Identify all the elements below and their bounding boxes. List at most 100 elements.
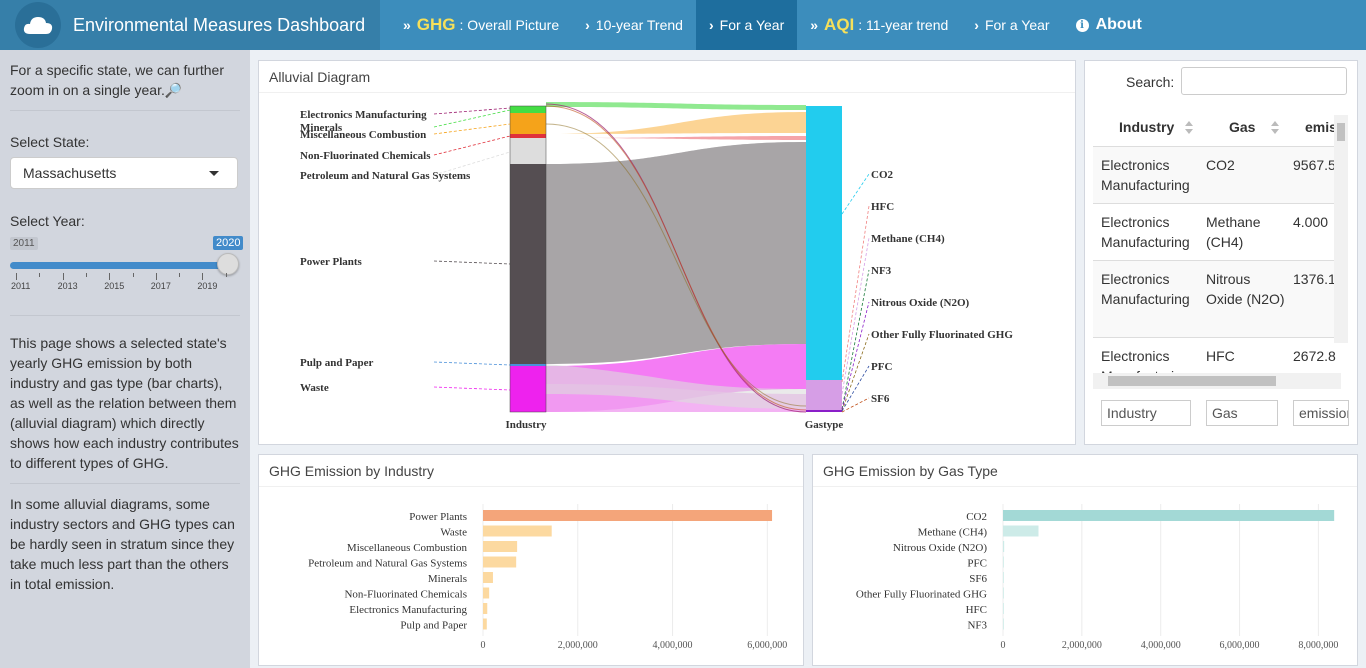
stratum-misc-combustion [510, 113, 546, 134]
leader-line [433, 361, 511, 366]
bar[interactable] [1003, 541, 1005, 552]
leader-line [433, 123, 511, 135]
y-tick-label: Waste [440, 527, 467, 539]
bar[interactable] [483, 618, 487, 630]
year-slider-track[interactable] [10, 262, 228, 269]
gas-label: PFC [871, 361, 892, 373]
industry-bar-chart: 0 2,000,000 4,000,000 6,000,000 Power Plants… [308, 504, 787, 651]
bar[interactable] [1003, 525, 1039, 537]
col-header-gas[interactable]: Gas [1229, 119, 1256, 135]
bar[interactable] [483, 541, 518, 552]
nav-aqi-trend[interactable]: » AQI : 11-year trend [797, 0, 961, 50]
stratum-waste [510, 366, 546, 412]
nav-ghg-trend[interactable]: › 10-year Trend [572, 0, 696, 50]
leader-line [841, 365, 870, 412]
search-input[interactable] [1181, 67, 1347, 95]
gas-label: Other Fully Fluorinated GHG [871, 329, 1013, 341]
slider-tick [202, 273, 204, 280]
y-tick-label: HFC [966, 604, 987, 616]
bar[interactable] [1003, 556, 1004, 568]
cell-emission: 2672.8 [1293, 348, 1336, 364]
slider-tick [62, 273, 64, 280]
leader-line [433, 107, 511, 115]
flow-misc-combustion [546, 112, 806, 134]
gas-label: CO2 [871, 169, 894, 181]
sort-icon[interactable] [1271, 121, 1279, 135]
bar[interactable] [1003, 510, 1335, 521]
y-tick-label: Electronics Manufacturing [349, 604, 467, 616]
bar[interactable] [483, 587, 490, 599]
x-tick-label: 4,000,000 [1141, 640, 1181, 651]
slider-tick [155, 273, 157, 280]
leader-line [841, 397, 870, 413]
stratum-n2o [806, 410, 842, 412]
sidebar-intro: For a specific state, we can further zoo… [10, 62, 224, 98]
alluvial-box: Alluvial Diagram Electronics Manufacturi… [258, 60, 1076, 445]
flow-nonfluorinated [546, 134, 806, 140]
bar[interactable] [483, 525, 552, 537]
leader-line [433, 109, 511, 128]
gas-label: SF6 [871, 393, 890, 405]
chevron-right-icon: › [708, 17, 714, 33]
box-divider [813, 486, 1357, 487]
filter-gas[interactable]: Gas [1206, 400, 1278, 426]
caret-down-icon [209, 171, 219, 176]
flow-misc-n2o [545, 123, 807, 407]
bar[interactable] [1003, 572, 1004, 583]
col-header-industry[interactable]: Industry [1119, 119, 1175, 135]
industry-label: Power Plants [300, 256, 363, 268]
sidebar-note: In some alluvial diagrams, some industry… [10, 496, 235, 592]
leader-line [841, 237, 870, 395]
sidebar-divider [10, 483, 240, 484]
bar[interactable] [483, 556, 517, 568]
gas-label: Methane (CH4) [871, 233, 945, 245]
filter-industry[interactable]: Industry [1101, 400, 1191, 426]
table-vertical-scrollbar[interactable] [1334, 115, 1348, 343]
table-horizontal-scrollbar[interactable] [1093, 373, 1341, 389]
bar[interactable] [483, 510, 773, 521]
stratum-left-outline [509, 105, 547, 413]
x-tick-label: 0 [1001, 640, 1006, 651]
bar[interactable] [1003, 618, 1004, 630]
y-tick-label: Petroleum and Natural Gas Systems [308, 558, 467, 570]
state-select[interactable]: Massachusetts [10, 157, 238, 189]
x-tick-label: 6,000,000 [747, 640, 787, 651]
sort-icon[interactable] [1185, 121, 1193, 135]
table-row[interactable]: Electronics Manufacturing Nitrous Oxide (… [1093, 260, 1347, 338]
leader-line [433, 260, 511, 265]
table-row[interactable]: Electronics Manufacturing Methane (CH4) 4.… [1093, 203, 1347, 261]
cell-gas: Nitrous Oxide (N2O) [1206, 271, 1285, 307]
scroll-thumb[interactable] [1108, 376, 1276, 386]
nav-ghg-year[interactable]: › For a Year [695, 0, 798, 50]
leader-line [433, 135, 511, 156]
slider-tick [179, 273, 181, 277]
cell-gas: CO2 [1206, 157, 1235, 173]
alluvial-diagram: Electronics ManufacturingMineralsMiscell… [300, 102, 1013, 431]
scroll-thumb[interactable] [1337, 123, 1345, 141]
data-table-box: Search: Industry Gas emission Electronic… [1084, 60, 1358, 445]
stratum-methane [806, 380, 842, 410]
slider-tick [109, 273, 111, 280]
stratum-nonfluorinated [510, 134, 546, 138]
x-tick-label: 0 [481, 640, 486, 651]
sidebar: For a specific state, we can further zoo… [0, 50, 250, 668]
nav-aqi-year[interactable]: › For a Year [961, 0, 1062, 50]
y-tick-label: NF3 [967, 620, 987, 632]
nav-ghg-overall[interactable]: » GHG : Overall Picture [390, 0, 572, 50]
table-row[interactable]: Electronics Manufacturing CO2 9567.5 [1093, 146, 1347, 204]
cell-emission: 9567.5 [1293, 157, 1336, 173]
gas-label: HFC [871, 201, 894, 213]
gas-label: NF3 [871, 265, 892, 277]
cell-gas: Methane (CH4) [1206, 214, 1261, 250]
bar[interactable] [483, 603, 488, 614]
box-divider [259, 486, 803, 487]
bar[interactable] [1003, 587, 1004, 599]
nav-about[interactable]: i About [1063, 0, 1155, 50]
state-label: Select State: [10, 134, 90, 150]
filter-emission[interactable]: emission [1293, 400, 1349, 426]
bar[interactable] [483, 572, 493, 583]
bar[interactable] [1003, 603, 1004, 614]
table-row[interactable]: Electronics Manufacturing HFC 2672.8 [1093, 337, 1347, 377]
y-tick-label: Methane (CH4) [918, 527, 988, 539]
year-slider-handle[interactable] [217, 253, 239, 275]
